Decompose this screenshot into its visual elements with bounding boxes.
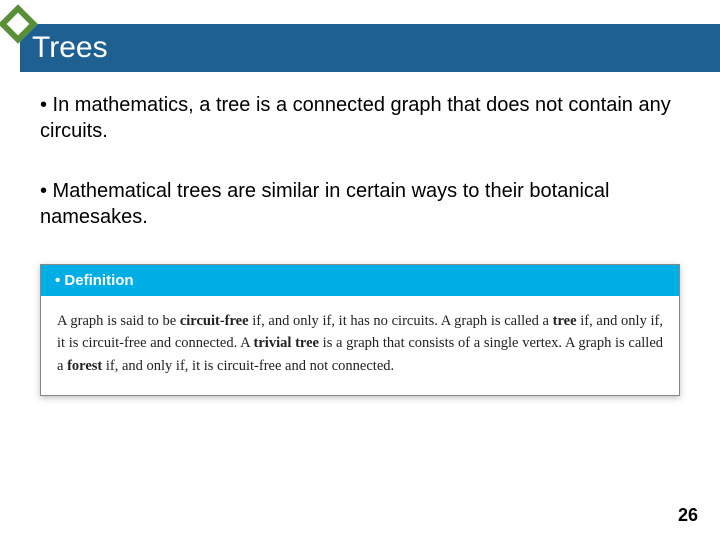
page-number: 26 bbox=[678, 505, 698, 526]
content-area: • In mathematics, a tree is a connected … bbox=[40, 92, 680, 396]
definition-header: • Definition bbox=[41, 265, 679, 296]
definition-box: • Definition A graph is said to be circu… bbox=[40, 264, 680, 396]
title-bar: Trees bbox=[20, 24, 720, 72]
definition-body: A graph is said to be circuit-free if, a… bbox=[41, 296, 679, 395]
slide-title: Trees bbox=[32, 31, 108, 65]
bullet-2: • Mathematical trees are similar in cert… bbox=[40, 178, 680, 230]
bullet-1: • In mathematics, a tree is a connected … bbox=[40, 92, 680, 144]
